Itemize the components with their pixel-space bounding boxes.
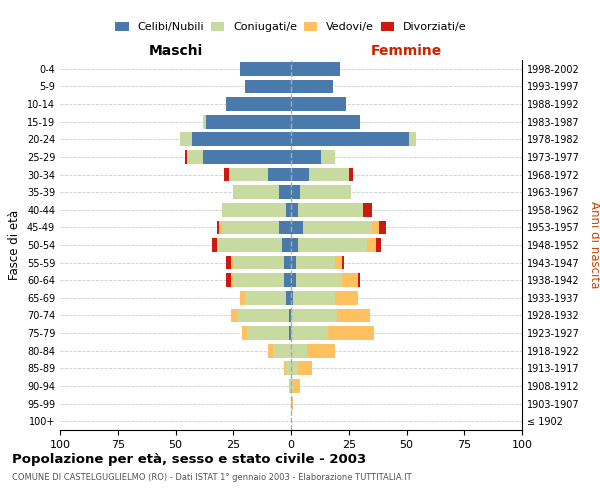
Bar xyxy=(245,80,291,94)
Bar xyxy=(291,256,296,270)
Bar xyxy=(187,150,203,164)
Bar xyxy=(296,274,342,287)
Bar xyxy=(296,256,335,270)
Bar xyxy=(240,291,245,304)
Bar xyxy=(268,168,291,181)
Y-axis label: Fasce di età: Fasce di età xyxy=(8,210,21,280)
Bar xyxy=(291,62,340,76)
Bar xyxy=(206,115,291,128)
Bar xyxy=(307,344,335,358)
Bar xyxy=(291,379,293,393)
Bar xyxy=(291,326,328,340)
Bar xyxy=(335,291,358,304)
Text: Femmine: Femmine xyxy=(371,44,442,58)
Text: Popolazione per età, sesso e stato civile - 2003: Popolazione per età, sesso e stato civil… xyxy=(12,452,366,466)
Bar xyxy=(291,344,307,358)
Bar xyxy=(291,308,337,322)
Bar xyxy=(289,308,291,322)
Bar xyxy=(293,291,335,304)
Bar xyxy=(291,362,298,375)
Bar xyxy=(280,220,291,234)
Bar xyxy=(302,220,372,234)
Bar xyxy=(286,203,291,216)
Bar xyxy=(226,274,231,287)
Bar xyxy=(222,203,286,216)
Bar xyxy=(321,150,335,164)
Bar xyxy=(358,274,360,287)
Bar xyxy=(224,168,229,181)
Bar xyxy=(291,97,346,111)
Bar xyxy=(291,132,409,146)
Bar xyxy=(242,326,247,340)
Bar xyxy=(282,238,291,252)
Bar xyxy=(298,362,312,375)
Bar xyxy=(233,274,284,287)
Bar xyxy=(238,308,289,322)
Bar xyxy=(342,256,344,270)
Text: Maschi: Maschi xyxy=(148,44,203,58)
Bar xyxy=(180,132,191,146)
Bar xyxy=(284,362,286,375)
Bar xyxy=(226,97,291,111)
Bar xyxy=(298,203,362,216)
Bar xyxy=(298,238,367,252)
Bar xyxy=(289,379,291,393)
Bar xyxy=(268,344,272,358)
Bar xyxy=(291,291,293,304)
Bar xyxy=(291,274,296,287)
Bar xyxy=(231,256,233,270)
Bar xyxy=(272,344,291,358)
Bar xyxy=(409,132,416,146)
Bar xyxy=(300,186,351,199)
Bar xyxy=(286,291,291,304)
Bar xyxy=(220,220,222,234)
Bar xyxy=(291,220,302,234)
Bar xyxy=(367,238,376,252)
Bar xyxy=(280,186,291,199)
Y-axis label: Anni di nascita: Anni di nascita xyxy=(587,202,600,288)
Bar xyxy=(291,203,298,216)
Bar xyxy=(379,220,386,234)
Bar xyxy=(291,238,298,252)
Bar xyxy=(349,168,353,181)
Bar xyxy=(372,220,379,234)
Bar xyxy=(191,132,291,146)
Bar xyxy=(362,203,372,216)
Text: COMUNE DI CASTELGUGLIELMO (RO) - Dati ISTAT 1° gennaio 2003 - Elaborazione TUTTI: COMUNE DI CASTELGUGLIELMO (RO) - Dati IS… xyxy=(12,472,412,482)
Bar xyxy=(293,379,300,393)
Bar xyxy=(335,256,342,270)
Bar xyxy=(291,115,360,128)
Bar xyxy=(291,186,300,199)
Bar xyxy=(233,256,284,270)
Legend: Celibi/Nubili, Coniugati/e, Vedovi/e, Divorziati/e: Celibi/Nubili, Coniugati/e, Vedovi/e, Di… xyxy=(111,18,471,37)
Bar xyxy=(342,274,358,287)
Bar xyxy=(284,256,291,270)
Bar xyxy=(233,186,280,199)
Bar xyxy=(229,168,268,181)
Bar xyxy=(203,150,291,164)
Bar xyxy=(284,274,291,287)
Bar xyxy=(337,308,370,322)
Bar xyxy=(203,115,206,128)
Bar xyxy=(245,291,286,304)
Bar xyxy=(286,362,291,375)
Bar xyxy=(376,238,381,252)
Bar xyxy=(291,168,310,181)
Bar xyxy=(291,150,321,164)
Bar xyxy=(328,326,374,340)
Bar xyxy=(222,220,280,234)
Bar xyxy=(310,168,349,181)
Bar xyxy=(231,308,238,322)
Bar xyxy=(217,238,282,252)
Bar xyxy=(240,62,291,76)
Bar xyxy=(217,220,220,234)
Bar xyxy=(185,150,187,164)
Bar xyxy=(231,274,233,287)
Bar xyxy=(289,326,291,340)
Bar xyxy=(212,238,217,252)
Bar xyxy=(291,396,293,410)
Bar xyxy=(247,326,289,340)
Bar xyxy=(291,80,332,94)
Bar xyxy=(226,256,231,270)
